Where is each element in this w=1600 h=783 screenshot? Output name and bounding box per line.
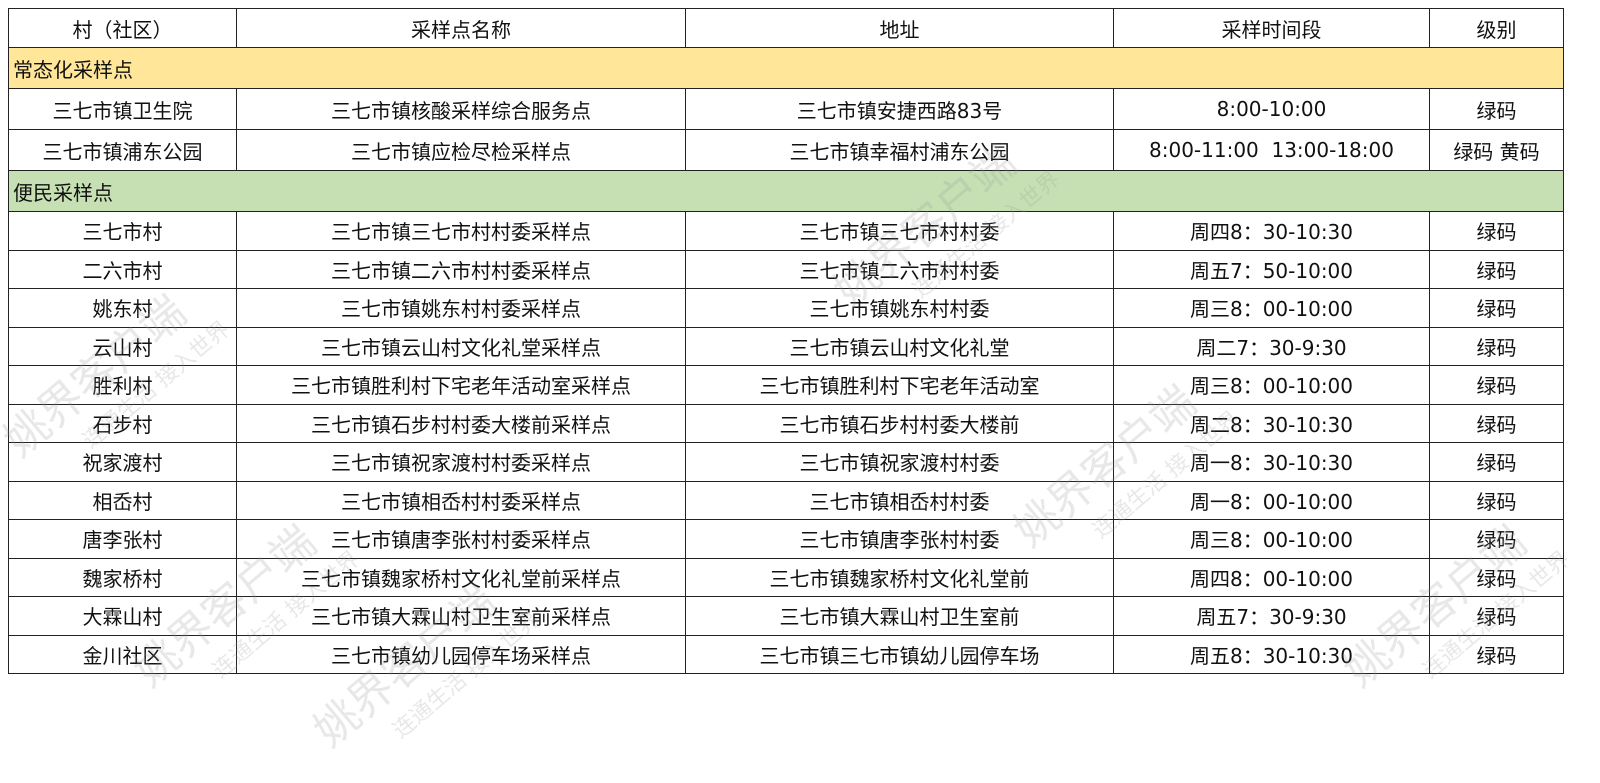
cell-address: 三七市镇唐李张村村委 xyxy=(685,519,1114,559)
cell-time: 周五7：30-9:30 xyxy=(1113,596,1430,636)
section-title: 便民采样点 xyxy=(8,170,1564,212)
cell-level: 绿码 xyxy=(1429,480,1564,520)
cell-address: 三七市镇胜利村下宅老年活动室 xyxy=(685,365,1114,405)
section-title: 常态化采样点 xyxy=(8,47,1564,89)
table-row: 三七市镇卫生院 三七市镇核酸采样综合服务点 三七市镇安捷西路83号 8:00-10:0… xyxy=(8,88,1564,130)
cell-address: 三七市镇大霖山村卫生室前 xyxy=(685,596,1114,636)
cell-level: 绿码 xyxy=(1429,326,1564,366)
cell-level: 绿码 xyxy=(1429,211,1564,251)
cell-address: 三七市镇三七市村村委 xyxy=(685,211,1114,251)
cell-site-name: 三七市镇应检尽检采样点 xyxy=(236,129,686,171)
cell-address: 三七市镇幸福村浦东公园 xyxy=(685,129,1114,171)
cell-time: 8:00-10:00 xyxy=(1113,88,1430,130)
cell-village: 姚东村 xyxy=(8,288,237,328)
table-row: 魏家桥村 三七市镇魏家桥村文化礼堂前采样点 三七市镇魏家桥村文化礼堂前 周四8：00-… xyxy=(8,557,1564,597)
sampling-points-table: 村（社区） 采样点名称 地址 采样时间段 级别 常态化采样点 三七市镇卫生院 三七市… xyxy=(8,8,1564,674)
cell-site-name: 三七市镇核酸采样综合服务点 xyxy=(236,88,686,130)
cell-village: 云山村 xyxy=(8,326,237,366)
cell-time: 周三8：00-10:00 xyxy=(1113,365,1430,405)
table-row: 大霖山村 三七市镇大霖山村卫生室前采样点 三七市镇大霖山村卫生室前 周五7：30-9:… xyxy=(8,596,1564,636)
cell-site-name: 三七市镇相岙村村委采样点 xyxy=(236,480,686,520)
cell-address: 三七市镇姚东村村委 xyxy=(685,288,1114,328)
cell-site-name: 三七市镇胜利村下宅老年活动室采样点 xyxy=(236,365,686,405)
cell-address: 三七市镇安捷西路83号 xyxy=(685,88,1114,130)
header-village: 村（社区） xyxy=(8,8,237,48)
cell-village: 三七市镇浦东公园 xyxy=(8,129,237,171)
cell-address: 三七市镇相岙村村委 xyxy=(685,480,1114,520)
cell-level: 绿码 xyxy=(1429,442,1564,482)
header-row: 村（社区） 采样点名称 地址 采样时间段 级别 xyxy=(8,8,1564,48)
cell-village: 胜利村 xyxy=(8,365,237,405)
cell-village: 魏家桥村 xyxy=(8,557,237,597)
cell-level: 绿码 xyxy=(1429,596,1564,636)
cell-time: 周二7：30-9:30 xyxy=(1113,326,1430,366)
cell-time: 8:00-11:00 13:00-18:00 xyxy=(1113,129,1430,171)
table-row: 金川社区 三七市镇幼儿园停车场采样点 三七市镇三七市镇幼儿园停车场 周五8：30-10… xyxy=(8,634,1564,674)
cell-address: 三七市镇三七市镇幼儿园停车场 xyxy=(685,634,1114,674)
cell-site-name: 三七市镇姚东村村委采样点 xyxy=(236,288,686,328)
cell-village: 三七市村 xyxy=(8,211,237,251)
cell-village: 石步村 xyxy=(8,403,237,443)
cell-level: 绿码 xyxy=(1429,519,1564,559)
cell-address: 三七市镇石步村村委大楼前 xyxy=(685,403,1114,443)
section-row: 便民采样点 xyxy=(8,170,1564,212)
table-row: 祝家渡村 三七市镇祝家渡村村委采样点 三七市镇祝家渡村村委 周一8：30-10:30 绿… xyxy=(8,442,1564,482)
header-site-name: 采样点名称 xyxy=(236,8,686,48)
cell-level: 绿码 黄码 xyxy=(1429,129,1564,171)
cell-site-name: 三七市镇唐李张村村委采样点 xyxy=(236,519,686,559)
table-row: 姚东村 三七市镇姚东村村委采样点 三七市镇姚东村村委 周三8：00-10:00 绿码 xyxy=(8,288,1564,328)
cell-village: 祝家渡村 xyxy=(8,442,237,482)
cell-site-name: 三七市镇幼儿园停车场采样点 xyxy=(236,634,686,674)
header-address: 地址 xyxy=(685,8,1114,48)
cell-time: 周四8：00-10:00 xyxy=(1113,557,1430,597)
cell-village: 金川社区 xyxy=(8,634,237,674)
cell-site-name: 三七市镇石步村村委大楼前采样点 xyxy=(236,403,686,443)
cell-village: 二六市村 xyxy=(8,249,237,289)
cell-site-name: 三七市镇大霖山村卫生室前采样点 xyxy=(236,596,686,636)
cell-level: 绿码 xyxy=(1429,403,1564,443)
cell-level: 绿码 xyxy=(1429,365,1564,405)
cell-village: 唐李张村 xyxy=(8,519,237,559)
cell-level: 绿码 xyxy=(1429,634,1564,674)
cell-address: 三七市镇祝家渡村村委 xyxy=(685,442,1114,482)
cell-site-name: 三七市镇二六市村村委采样点 xyxy=(236,249,686,289)
cell-time: 周三8：00-10:00 xyxy=(1113,519,1430,559)
cell-time: 周三8：00-10:00 xyxy=(1113,288,1430,328)
cell-address: 三七市镇二六市村村委 xyxy=(685,249,1114,289)
table-row: 云山村 三七市镇云山村文化礼堂采样点 三七市镇云山村文化礼堂 周二7：30-9:30 绿… xyxy=(8,326,1564,366)
table-row: 二六市村 三七市镇二六市村村委采样点 三七市镇二六市村村委 周五7：50-10:00 绿… xyxy=(8,249,1564,289)
cell-time: 周四8：30-10:30 xyxy=(1113,211,1430,251)
cell-site-name: 三七市镇魏家桥村文化礼堂前采样点 xyxy=(236,557,686,597)
cell-level: 绿码 xyxy=(1429,288,1564,328)
cell-village: 相岙村 xyxy=(8,480,237,520)
cell-level: 绿码 xyxy=(1429,88,1564,130)
table-row: 石步村 三七市镇石步村村委大楼前采样点 三七市镇石步村村委大楼前 周二8：30-10:… xyxy=(8,403,1564,443)
table-row: 胜利村 三七市镇胜利村下宅老年活动室采样点 三七市镇胜利村下宅老年活动室 周三8：00… xyxy=(8,365,1564,405)
cell-address: 三七市镇魏家桥村文化礼堂前 xyxy=(685,557,1114,597)
header-level: 级别 xyxy=(1429,8,1564,48)
cell-site-name: 三七市镇云山村文化礼堂采样点 xyxy=(236,326,686,366)
table-row: 三七市村 三七市镇三七市村村委采样点 三七市镇三七市村村委 周四8：30-10:30 绿… xyxy=(8,211,1564,251)
cell-village: 大霖山村 xyxy=(8,596,237,636)
table-row: 三七市镇浦东公园 三七市镇应检尽检采样点 三七市镇幸福村浦东公园 8:00-11:00… xyxy=(8,129,1564,171)
section-row: 常态化采样点 xyxy=(8,47,1564,89)
table-row: 唐李张村 三七市镇唐李张村村委采样点 三七市镇唐李张村村委 周三8：00-10:00 绿… xyxy=(8,519,1564,559)
cell-time: 周二8：30-10:30 xyxy=(1113,403,1430,443)
cell-time: 周五8：30-10:30 xyxy=(1113,634,1430,674)
cell-village: 三七市镇卫生院 xyxy=(8,88,237,130)
cell-site-name: 三七市镇祝家渡村村委采样点 xyxy=(236,442,686,482)
cell-address: 三七市镇云山村文化礼堂 xyxy=(685,326,1114,366)
table-row: 相岙村 三七市镇相岙村村委采样点 三七市镇相岙村村委 周一8：00-10:00 绿码 xyxy=(8,480,1564,520)
cell-site-name: 三七市镇三七市村村委采样点 xyxy=(236,211,686,251)
cell-time: 周五7：50-10:00 xyxy=(1113,249,1430,289)
cell-time: 周一8：30-10:30 xyxy=(1113,442,1430,482)
cell-time: 周一8：00-10:00 xyxy=(1113,480,1430,520)
header-time: 采样时间段 xyxy=(1113,8,1430,48)
cell-level: 绿码 xyxy=(1429,249,1564,289)
cell-level: 绿码 xyxy=(1429,557,1564,597)
